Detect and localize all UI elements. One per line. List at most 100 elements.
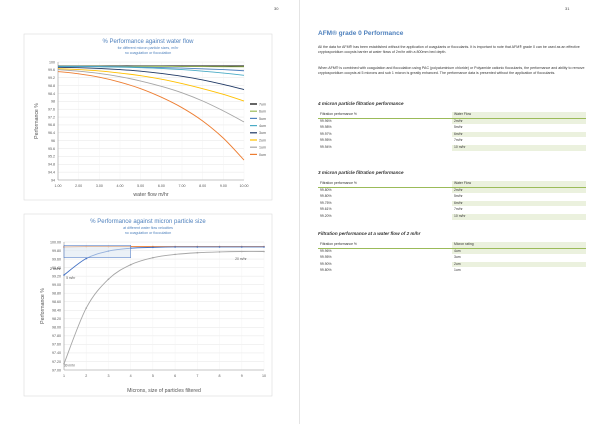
- x-tick-label: 1: [63, 374, 65, 378]
- table-micron-rating: Filtration performance % Micron rating 99…: [318, 242, 586, 275]
- y-tick-label: 95.2: [48, 155, 55, 159]
- table-row: 99.75% 6m/hr: [318, 200, 586, 208]
- y-axis-title: Performance %: [40, 288, 46, 324]
- right-page-number: 31: [565, 6, 570, 11]
- y-tick-label: 99.80: [52, 249, 61, 253]
- series-line-4um: [57, 66, 245, 76]
- y-axis-title: Performance %: [34, 103, 40, 139]
- legend-label: 5um: [259, 117, 266, 121]
- table-header: Filtration performance %: [318, 112, 452, 119]
- x-tick-label: 2.00: [75, 184, 82, 188]
- chart-subtitle: at different water flow velocities: [123, 226, 173, 230]
- x-tick-label: 5: [152, 374, 154, 378]
- table-3-micron: Filtration performance % Water Flow 99.80…: [318, 181, 586, 221]
- table-row: 99.20% 10 m/hr: [318, 213, 586, 221]
- x-tick-label: 10: [262, 374, 266, 378]
- y-tick-label: 99.2: [48, 76, 55, 80]
- y-tick-label: 98: [51, 100, 55, 104]
- table-3-title: Filtration performance at a water flow o…: [318, 231, 421, 236]
- y-tick-label: 97.40: [52, 351, 61, 355]
- chart-subtitle: for different micron particle sizes, m/h…: [118, 46, 180, 50]
- y-tick-label: 97.80: [52, 334, 61, 338]
- x-tick-label: 8.00: [199, 184, 206, 188]
- data-point: [240, 246, 243, 248]
- x-tick-label: 7.00: [179, 184, 186, 188]
- table-row: 99.61% 7m/hr: [318, 206, 586, 214]
- x-tick-label: 4.00: [117, 184, 124, 188]
- legend-label: 6um: [259, 110, 266, 114]
- data-point: [196, 246, 199, 248]
- legend-label: 2um: [259, 138, 266, 142]
- series-line-0um: [57, 71, 245, 161]
- data-point: [63, 274, 65, 276]
- x-tick-label: 2: [85, 374, 87, 378]
- micron-size-chart: % Performance against micron particle si…: [23, 213, 273, 397]
- highlight-region: [63, 245, 131, 258]
- y-tick-label: 94: [51, 178, 55, 182]
- y-tick-label: 97.00: [52, 368, 61, 372]
- table-row: 99.95% 7m/hr: [318, 137, 586, 145]
- left-page-number: 30: [274, 6, 279, 11]
- y-tick-label: 96.8: [48, 123, 55, 127]
- table-4-micron: Filtration performance % Water Flow 99.96…: [318, 112, 586, 152]
- table-header: Micron rating: [452, 242, 586, 249]
- table-row: 99.97% 6m/hr: [318, 131, 586, 139]
- chart-title: % Performance against water flow: [102, 39, 194, 45]
- legend-label: 0um: [259, 153, 266, 157]
- data-point: [152, 246, 154, 249]
- table-header: Filtration performance %: [318, 242, 452, 249]
- x-tick-label: 8: [219, 374, 221, 378]
- table-row: 99.95% 3um: [318, 254, 586, 262]
- x-tick-label: 6.00: [158, 184, 165, 188]
- legend-label: 1um: [259, 146, 266, 150]
- legend-label: 4um: [259, 124, 266, 128]
- x-tick-label: 3.00: [96, 184, 103, 188]
- y-tick-label: 95.6: [48, 147, 55, 151]
- table-row: 99.96% 4um: [318, 248, 586, 256]
- data-point: [240, 250, 243, 253]
- chart-frame: [23, 213, 273, 397]
- series-line-3um: [57, 66, 245, 91]
- y-tick-label: 100: [49, 60, 55, 64]
- x-axis-title: water flow m/hr: [133, 192, 168, 198]
- data-point: [85, 257, 88, 260]
- table-row: 99.90% 2um: [318, 261, 586, 269]
- x-tick-label: 9: [241, 374, 243, 378]
- x-tick-label: 10.00: [240, 184, 249, 188]
- page-gutter: [299, 0, 300, 424]
- x-tick-label: 3: [107, 374, 109, 378]
- annotation-label: 20 m/hr: [235, 257, 247, 261]
- data-point: [85, 307, 88, 309]
- y-tick-label: 97.60: [52, 343, 61, 347]
- y-tick-label: 98.00: [52, 326, 61, 330]
- y-tick-label: 96.4: [48, 131, 55, 135]
- y-tick-label: 94.4: [48, 170, 55, 174]
- x-tick-label: 4: [130, 374, 132, 378]
- y-tick-label: 97.20: [52, 360, 61, 364]
- annotation-label: 5 m/hr: [66, 276, 76, 280]
- intro-paragraph-1: All the data for AFM® has been establish…: [318, 45, 580, 54]
- y-tick-label: 94.8: [48, 163, 55, 167]
- y-tick-label: 99.00: [52, 283, 61, 287]
- annotation-label: 30 m/hr: [64, 364, 76, 368]
- chart-subtitle-2: no coagulation or flocculation: [125, 231, 172, 235]
- intro-paragraph-2: When AFM® is combined with coagulation a…: [318, 66, 585, 75]
- data-point: [263, 246, 265, 248]
- table-row: 99.80% 2m/hr: [318, 187, 586, 195]
- table-2-title: 3 micron particle filtration performance: [318, 170, 404, 175]
- y-tick-label: 98.40: [52, 309, 61, 313]
- x-tick-label: 1.00: [55, 184, 62, 188]
- x-axis-title: Microns, size of particles filtered: [127, 388, 201, 394]
- chart-subtitle-2: no coagulation or flocculation: [125, 51, 172, 55]
- x-tick-label: 6: [174, 374, 176, 378]
- y-tick-label: 96: [51, 139, 55, 143]
- data-point: [63, 363, 65, 365]
- annotation-label: 2 m/hr: [50, 267, 61, 271]
- y-tick-label: 98.80: [52, 292, 61, 296]
- micron-size-chart-svg: % Performance against micron particle si…: [23, 213, 273, 397]
- section-heading: AFM® grade 0 Performance: [318, 30, 404, 37]
- table-header: Filtration performance %: [318, 181, 452, 188]
- y-tick-label: 97.2: [48, 115, 55, 119]
- data-point: [218, 246, 221, 248]
